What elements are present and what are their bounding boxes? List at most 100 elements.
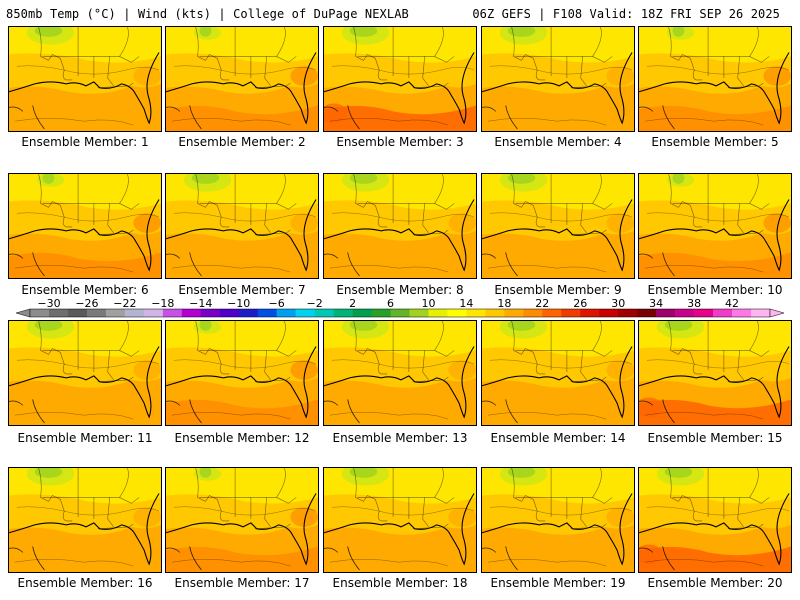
temperature-field-map	[324, 468, 476, 572]
temperature-field-map	[9, 174, 161, 278]
temperature-field-map	[324, 27, 476, 131]
member-label-1: Ensemble Member: 1	[21, 135, 149, 149]
temperature-field-map	[166, 321, 318, 425]
colorbar-tick-label: 18	[497, 297, 511, 310]
colorbar-swatch	[48, 309, 69, 317]
colorbar-swatch	[599, 309, 619, 317]
colorbar-tick-label: 10	[421, 297, 435, 310]
member-map-1	[8, 26, 162, 132]
colorbar-tick-label: 14	[459, 297, 473, 310]
colorbar-tick-label: 2	[349, 297, 356, 310]
colorbar-swatch	[124, 309, 145, 317]
member-map-5	[638, 26, 792, 132]
colorbar-swatch	[485, 309, 505, 317]
temperature-colorbar: −30 −26 −22 −18 −14 −10 −6 −2 2 6 10 14 18 22 26 30 34 38…	[12, 297, 788, 321]
colorbar-swatch	[219, 309, 240, 317]
colorbar-tick-label: −22	[113, 297, 136, 310]
member-map-16	[8, 467, 162, 573]
member-label-13: Ensemble Member: 13	[332, 431, 468, 445]
colorbar-swatch	[276, 309, 296, 317]
colorbar-min-arrow	[15, 308, 31, 318]
temperature-field-map	[9, 27, 161, 131]
temperature-field-map	[639, 27, 791, 131]
member-label-16: Ensemble Member: 16	[17, 576, 153, 590]
temperature-field-map	[482, 468, 634, 572]
colorbar-tick-label: 38	[687, 297, 701, 310]
colorbar-swatch	[523, 309, 543, 317]
member-label-10: Ensemble Member: 10	[647, 283, 783, 297]
member-label-4: Ensemble Member: 4	[494, 135, 622, 149]
temperature-field-map	[482, 174, 634, 278]
member-map-11	[8, 320, 162, 426]
member-label-19: Ensemble Member: 19	[490, 576, 626, 590]
temperature-field-map	[324, 321, 476, 425]
colorbar-swatch	[314, 309, 334, 317]
colorbar-tick-label: 42	[725, 297, 739, 310]
member-label-3: Ensemble Member: 3	[336, 135, 464, 149]
colorbar-swatch	[428, 309, 448, 317]
colorbar-swatch	[143, 309, 164, 317]
temperature-field-map	[166, 468, 318, 572]
colorbar-tick-label: 30	[611, 297, 625, 310]
colorbar-swatch	[409, 309, 429, 317]
member-map-10	[638, 173, 792, 279]
colorbar-swatch	[447, 309, 467, 317]
member-label-17: Ensemble Member: 17	[174, 576, 310, 590]
member-map-8	[323, 173, 477, 279]
colorbar-tick-label: 22	[535, 297, 549, 310]
colorbar-swatch	[295, 309, 315, 317]
member-label-7: Ensemble Member: 7	[178, 283, 306, 297]
member-label-15: Ensemble Member: 15	[647, 431, 783, 445]
member-map-15	[638, 320, 792, 426]
colorbar-swatch	[352, 309, 372, 317]
member-label-12: Ensemble Member: 12	[174, 431, 310, 445]
colorbar-swatch	[751, 309, 771, 317]
colorbar-swatch	[637, 309, 657, 317]
member-map-7	[165, 173, 319, 279]
temperature-field-map	[639, 468, 791, 572]
temperature-field-map	[9, 468, 161, 572]
colorbar-swatch	[618, 309, 638, 317]
colorbar-tick-label: −2	[307, 297, 323, 310]
colorbar-swatch	[713, 309, 733, 317]
colorbar-swatch	[200, 309, 221, 317]
colorbar-tick-label: −6	[269, 297, 285, 310]
colorbar-swatch	[466, 309, 486, 317]
temperature-field-map	[324, 174, 476, 278]
colorbar-swatch	[732, 309, 752, 317]
colorbar-swatch	[67, 309, 88, 317]
temperature-field-map	[482, 27, 634, 131]
member-label-6: Ensemble Member: 6	[21, 283, 149, 297]
colorbar-tick-label: 6	[387, 297, 394, 310]
member-map-6	[8, 173, 162, 279]
member-map-13	[323, 320, 477, 426]
colorbar-tick-label: −18	[151, 297, 174, 310]
member-label-2: Ensemble Member: 2	[178, 135, 306, 149]
colorbar-swatch	[181, 309, 202, 317]
temperature-field-map	[639, 174, 791, 278]
colorbar-swatch	[580, 309, 600, 317]
temperature-field-map	[166, 174, 318, 278]
colorbar-tick-label: −26	[75, 297, 98, 310]
colorbar-swatch	[30, 309, 50, 317]
member-label-9: Ensemble Member: 9	[494, 283, 622, 297]
colorbar-max-arrow	[769, 308, 785, 318]
colorbar-swatch	[105, 309, 126, 317]
colorbar-swatch	[656, 309, 676, 317]
temperature-field-map	[639, 321, 791, 425]
colorbar-swatch	[694, 309, 714, 317]
colorbar-swatch	[257, 309, 277, 317]
colorbar-tick-label: 26	[573, 297, 587, 310]
temperature-field-map	[482, 321, 634, 425]
member-label-14: Ensemble Member: 14	[490, 431, 626, 445]
colorbar-swatch	[162, 309, 183, 317]
member-label-18: Ensemble Member: 18	[332, 576, 468, 590]
member-label-5: Ensemble Member: 5	[651, 135, 779, 149]
colorbar-swatch	[333, 309, 353, 317]
member-map-4	[481, 26, 635, 132]
colorbar-tick-label: −30	[37, 297, 60, 310]
colorbar-swatch	[390, 309, 410, 317]
member-map-12	[165, 320, 319, 426]
member-map-18	[323, 467, 477, 573]
colorbar-swatch	[542, 309, 562, 317]
